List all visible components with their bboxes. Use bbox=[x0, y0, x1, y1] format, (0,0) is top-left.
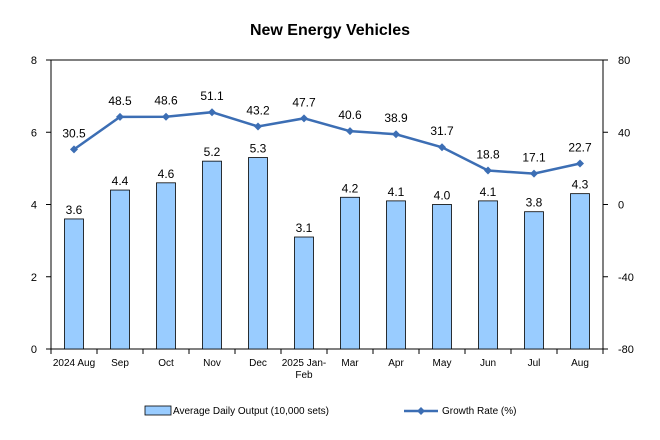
line-point bbox=[300, 114, 308, 123]
chart-title: New Energy Vehicles bbox=[249, 22, 411, 39]
right-tick-label: 80 bbox=[618, 55, 630, 67]
bar-value-label: 3.8 bbox=[526, 196, 543, 210]
line-value-label: 43.2 bbox=[246, 103, 270, 117]
line-point bbox=[392, 130, 400, 139]
bar-value-label: 4.1 bbox=[480, 185, 497, 199]
x-tick-label: Nov bbox=[203, 358, 221, 369]
right-tick-label: 0 bbox=[618, 200, 624, 212]
left-tick-label: 6 bbox=[31, 127, 37, 139]
line-value-label: 47.7 bbox=[292, 95, 316, 109]
bar-value-label: 5.2 bbox=[204, 145, 221, 159]
x-tick-label: 2025 Jan- bbox=[282, 358, 326, 369]
right-tick-label: -40 bbox=[618, 272, 634, 284]
x-tick-label: Feb bbox=[295, 370, 313, 381]
bar bbox=[248, 157, 268, 350]
bar-value-label: 4.6 bbox=[158, 167, 175, 181]
legend-line-label: Growth Rate (%) bbox=[442, 406, 516, 417]
bar-value-label: 4.2 bbox=[342, 181, 359, 195]
bar-value-label: 5.3 bbox=[250, 142, 267, 156]
line-point bbox=[438, 143, 446, 152]
bar bbox=[64, 218, 84, 350]
legend-bar-label: Average Daily Output (10,000 sets) bbox=[173, 406, 329, 417]
x-tick-label: Jun bbox=[480, 358, 496, 369]
line-value-label: 22.7 bbox=[568, 140, 592, 154]
bar bbox=[156, 182, 176, 350]
legend: Average Daily Output (10,000 sets) Growth… bbox=[144, 405, 516, 417]
line-point bbox=[346, 127, 354, 136]
x-tick-label: May bbox=[433, 358, 452, 369]
line-value-label: 40.6 bbox=[338, 108, 362, 122]
bar bbox=[110, 189, 130, 350]
x-axis: 2024 Aug Sep Oct Nov Dec 2025 Jan-Feb Mar Apr Ma… bbox=[50, 349, 604, 381]
x-tick-label: Jul bbox=[528, 358, 541, 369]
line-value-label: 38.9 bbox=[384, 111, 408, 125]
left-tick-label: 2 bbox=[31, 272, 37, 284]
line-point bbox=[116, 112, 124, 121]
line-point bbox=[70, 145, 78, 154]
x-tick-label: 2024 Aug bbox=[53, 358, 95, 369]
plot-frame bbox=[50, 59, 604, 350]
legend-line-marker bbox=[417, 407, 425, 415]
bar bbox=[386, 200, 406, 350]
growth-line bbox=[73, 110, 581, 175]
bar-value-label: 3.6 bbox=[66, 203, 83, 217]
data-labels: 3.6 4.4 4.6 5.2 5.3 3.1 4.2 4.1 4.0 4.1 3.8 4.3 30.5… bbox=[62, 89, 592, 235]
x-tick-label: Sep bbox=[111, 358, 129, 369]
line-value-label: 18.8 bbox=[476, 148, 500, 162]
line-point bbox=[254, 122, 262, 131]
line-point bbox=[162, 112, 170, 121]
left-tick-label: 0 bbox=[31, 344, 37, 356]
bar-series bbox=[64, 157, 590, 350]
x-tick-label: Apr bbox=[388, 358, 404, 369]
x-tick-label: Mar bbox=[341, 358, 359, 369]
bar-value-label: 4.1 bbox=[388, 185, 405, 199]
bar-value-label: 4.3 bbox=[572, 178, 589, 192]
right-tick-label: -80 bbox=[618, 344, 634, 356]
bar-value-label: 3.1 bbox=[296, 221, 313, 235]
line-point bbox=[576, 159, 584, 168]
right-tick-label: 40 bbox=[618, 127, 630, 139]
line-value-label: 48.5 bbox=[108, 94, 132, 108]
bar bbox=[432, 204, 452, 350]
bar-value-label: 4.0 bbox=[434, 189, 451, 203]
line-value-label: 30.5 bbox=[62, 126, 86, 140]
line-value-label: 51.1 bbox=[200, 89, 224, 103]
x-tick-label: Aug bbox=[571, 358, 589, 369]
x-tick-label: Oct bbox=[158, 358, 174, 369]
bar bbox=[294, 236, 314, 350]
bar bbox=[340, 196, 360, 350]
bar bbox=[570, 193, 590, 350]
right-axis: -80 -40 0 40 80 bbox=[603, 55, 634, 356]
line-value-label: 48.6 bbox=[154, 94, 178, 108]
line-point bbox=[530, 169, 538, 178]
left-tick-label: 8 bbox=[31, 55, 37, 67]
left-axis: 0 2 4 6 8 bbox=[31, 55, 51, 356]
line-point bbox=[484, 166, 492, 175]
line-series bbox=[70, 108, 584, 178]
bar bbox=[478, 200, 498, 350]
x-tick-label: Dec bbox=[249, 358, 267, 369]
bar-value-label: 4.4 bbox=[112, 174, 129, 188]
bar bbox=[202, 160, 222, 350]
legend-bar-swatch bbox=[144, 405, 172, 416]
left-tick-label: 4 bbox=[31, 200, 37, 212]
line-point bbox=[208, 108, 216, 117]
line-value-label: 17.1 bbox=[522, 151, 546, 165]
bar bbox=[524, 211, 544, 350]
line-value-label: 31.7 bbox=[430, 124, 454, 138]
